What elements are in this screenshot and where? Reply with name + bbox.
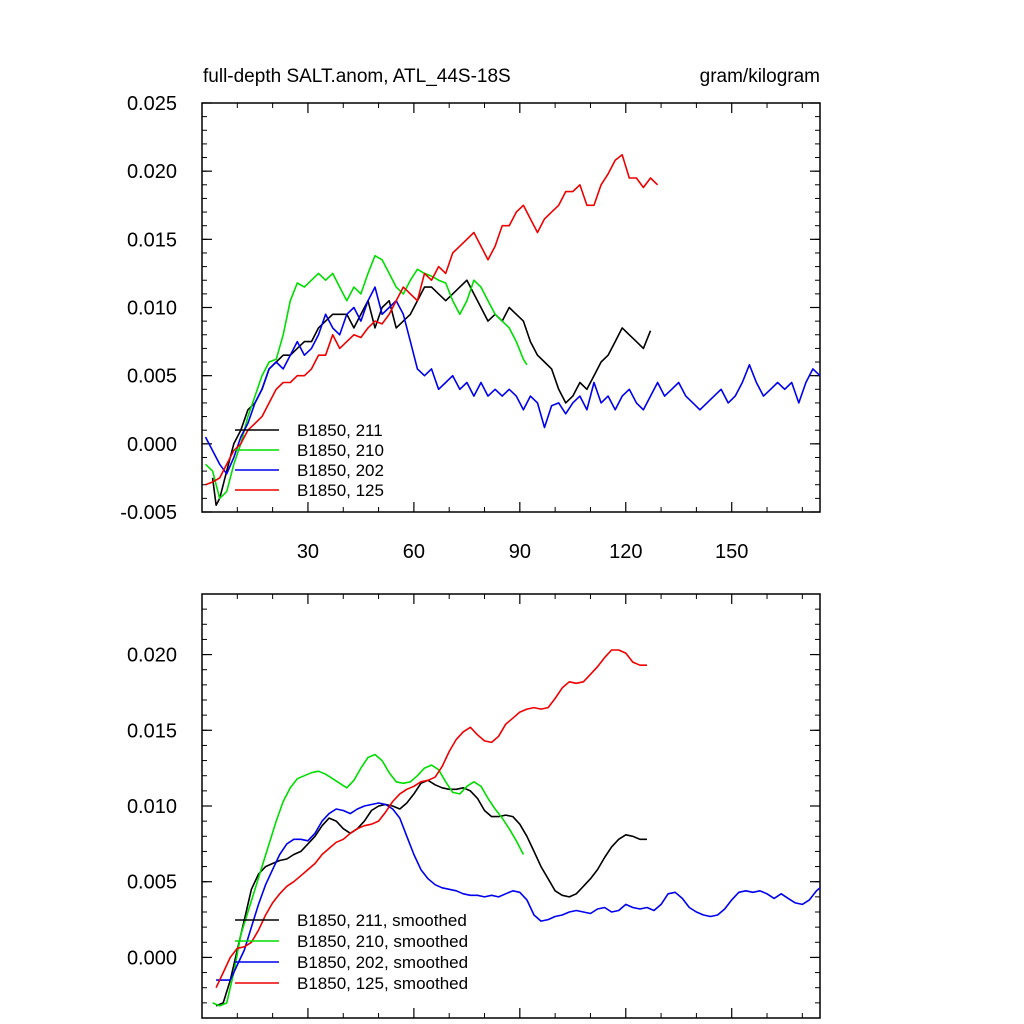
- axis-ticks: [202, 102, 820, 513]
- legend-label: B1850, 211, smoothed: [297, 911, 467, 930]
- series-lines: [204, 154, 821, 506]
- y-tick-label: 0.020: [127, 161, 177, 183]
- legend-label: B1850, 125, smoothed: [297, 974, 468, 993]
- series-line: [204, 254, 528, 500]
- y-tick-label: 0.010: [127, 298, 177, 320]
- axis-ticks: [202, 593, 820, 1019]
- x-tick-label: 150: [715, 541, 748, 563]
- legend-label: B1850, 202: [297, 461, 384, 480]
- x-tick-label: 30: [297, 541, 319, 563]
- series-lines: [212, 649, 821, 1007]
- legend-label: B1850, 211: [297, 421, 383, 440]
- chart-title: full-depth SALT.anom, ATL_44S-18S: [203, 66, 511, 87]
- legend-label: B1850, 125: [297, 481, 384, 500]
- x-tick-label: 120: [609, 541, 642, 563]
- y-tick-label: 0.010: [127, 796, 177, 818]
- y-tick-label: -0.005: [120, 502, 177, 524]
- series-line: [211, 279, 652, 506]
- y-tick-label: 0.015: [127, 720, 177, 742]
- legend-label: B1850, 202, smoothed: [297, 953, 468, 972]
- y-tick-label: 0.000: [127, 947, 177, 969]
- legend-label: B1850, 210: [297, 441, 384, 460]
- plot-frame: [201, 102, 821, 513]
- series-line: [216, 802, 821, 981]
- y-axis-labels: -0.005 0.000 0.005 0.010 0.015 0.020 0.025: [120, 93, 177, 524]
- units-label: gram/kilogram: [700, 66, 820, 87]
- y-tick-label: 0.025: [127, 93, 177, 115]
- series-line: [215, 779, 647, 1007]
- plot-frame: [201, 593, 821, 1019]
- y-tick-label: 0.020: [127, 645, 177, 667]
- legend: B1850, 211, smoothed B1850, 210, smoothed…: [235, 911, 468, 993]
- legend-label: B1850, 210, smoothed: [297, 932, 468, 951]
- series-line: [205, 154, 659, 486]
- x-tick-label: 90: [509, 541, 531, 563]
- y-tick-label: 0.005: [127, 366, 177, 388]
- y-tick-label: 0.005: [127, 872, 177, 894]
- bottom-panel: 0.000 0.005 0.010 0.015 0.020 B1850, 211, sm…: [127, 593, 821, 1019]
- x-axis-labels: 30 60 90 120 150: [297, 541, 749, 563]
- top-panel: full-depth SALT.anom, ATL_44S-18S gram/k…: [120, 66, 821, 563]
- y-tick-label: 0.000: [127, 434, 177, 456]
- y-axis-labels: 0.000 0.005 0.010 0.015 0.020: [127, 645, 177, 970]
- y-tick-label: 0.015: [127, 229, 177, 251]
- x-tick-label: 60: [403, 541, 425, 563]
- series-line: [204, 286, 821, 475]
- series-line: [215, 649, 647, 989]
- series-line: [212, 753, 525, 1007]
